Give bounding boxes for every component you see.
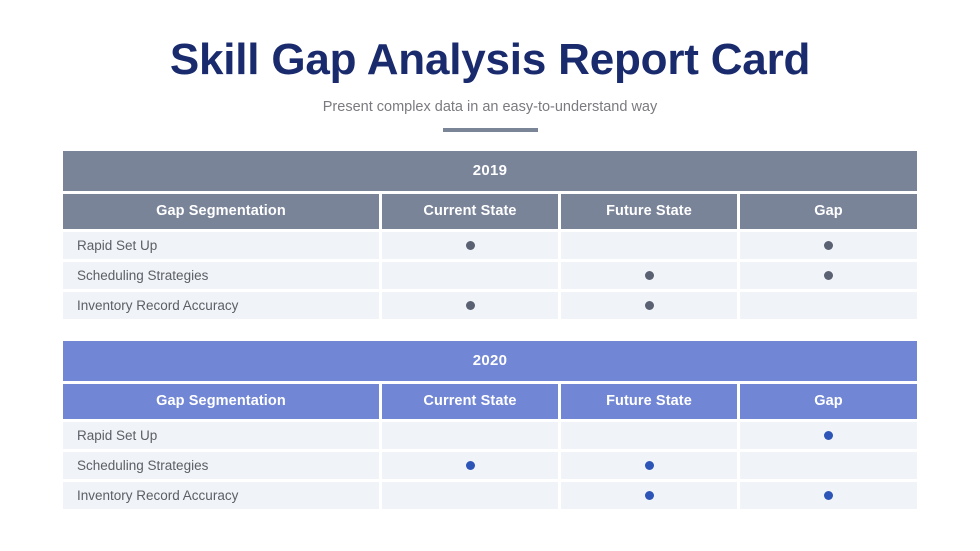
row-label: Rapid Set Up (77, 238, 158, 253)
table-row: Scheduling Strategies (63, 452, 917, 479)
cell-gap (740, 452, 917, 479)
cell-gap (740, 422, 917, 449)
table-row: Inventory Record Accuracy (63, 292, 917, 319)
column-header-current-state: Current State (382, 384, 561, 419)
table-row: Scheduling Strategies (63, 262, 917, 289)
marker-dot-icon (465, 241, 475, 250)
marker-dot-icon (824, 271, 833, 280)
row-label-cell: Rapid Set Up (63, 232, 382, 259)
column-header-row-2020: Gap Segmentation Current State Future St… (63, 384, 917, 419)
column-header-gap: Gap (740, 384, 917, 419)
table-row: Rapid Set Up (63, 422, 917, 449)
row-label: Inventory Record Accuracy (77, 488, 239, 503)
row-label-cell: Scheduling Strategies (63, 262, 382, 289)
row-label-cell: Inventory Record Accuracy (63, 292, 382, 319)
table-row: Inventory Record Accuracy (63, 482, 917, 509)
cell-gap (740, 262, 917, 289)
column-header-future-state: Future State (561, 194, 740, 229)
page-subtitle: Present complex data in an easy-to-under… (322, 99, 658, 115)
cell-future-state (561, 262, 740, 289)
row-label: Scheduling Strategies (77, 268, 209, 283)
row-label: Rapid Set Up (77, 428, 158, 443)
column-header-gap: Gap (740, 194, 917, 229)
page-title: Skill Gap Analysis Report Card (169, 35, 811, 84)
marker-dot-icon (644, 491, 654, 500)
table-row: Rapid Set Up (63, 232, 917, 259)
column-header-future-state: Future State (561, 384, 740, 419)
cell-future-state (561, 422, 740, 449)
marker-dot-icon (644, 461, 654, 470)
cell-future-state (561, 452, 740, 479)
cell-future-state (561, 482, 740, 509)
cell-gap (740, 292, 917, 319)
marker-dot-icon (644, 271, 654, 280)
report-table-2020: 2020 Gap Segmentation Current State Futu… (63, 341, 917, 509)
marker-dot-icon (465, 461, 475, 470)
cell-gap (740, 482, 917, 509)
column-header-current-state: Current State (382, 194, 561, 229)
row-label: Inventory Record Accuracy (77, 298, 239, 313)
cell-gap (740, 232, 917, 259)
year-banner-2019: 2019 (63, 151, 917, 191)
row-label-cell: Rapid Set Up (63, 422, 382, 449)
cell-future-state (561, 292, 740, 319)
cell-current-state (382, 452, 561, 479)
cell-current-state (382, 292, 561, 319)
marker-dot-icon (465, 301, 475, 310)
title-divider-rule (442, 128, 538, 132)
row-label-cell: Inventory Record Accuracy (63, 482, 382, 509)
cell-future-state (561, 232, 740, 259)
marker-dot-icon (644, 301, 654, 310)
year-banner-2020: 2020 (63, 341, 917, 381)
cell-current-state (382, 482, 561, 509)
column-header-row-2019: Gap Segmentation Current State Future St… (63, 194, 917, 229)
slide-header: Skill Gap Analysis Report Card Present c… (0, 34, 980, 132)
cell-current-state (382, 232, 561, 259)
report-table-2019: 2019 Gap Segmentation Current State Futu… (63, 151, 917, 319)
marker-dot-icon (824, 241, 833, 250)
marker-dot-icon (824, 431, 833, 440)
column-header-gap-segmentation: Gap Segmentation (63, 194, 382, 229)
cell-current-state (382, 422, 561, 449)
row-label-cell: Scheduling Strategies (63, 452, 382, 479)
row-label: Scheduling Strategies (77, 458, 209, 473)
marker-dot-icon (824, 491, 833, 500)
column-header-gap-segmentation: Gap Segmentation (63, 384, 382, 419)
cell-current-state (382, 262, 561, 289)
